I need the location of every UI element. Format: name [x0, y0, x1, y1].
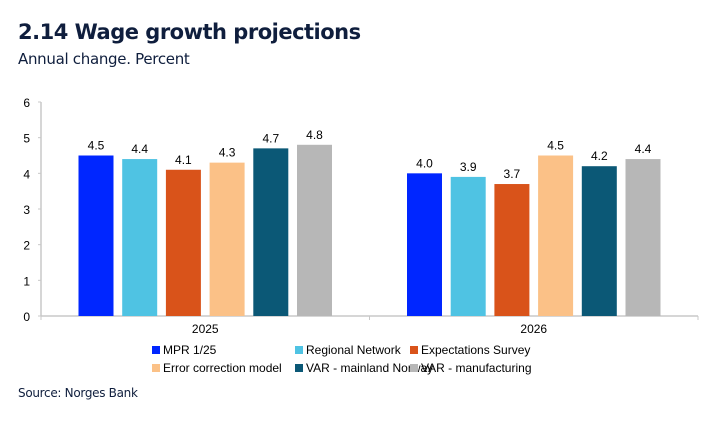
bar-var-mainland-norway-2025 [253, 148, 289, 316]
chart-subtitle: Annual change. Percent [18, 50, 190, 68]
data-label: 3.9 [460, 160, 477, 174]
y-tick-label: 2 [23, 239, 30, 253]
bar-mpr-1-25-2026 [407, 173, 442, 316]
bar-expectations-survey-2025 [165, 169, 201, 316]
data-label: 4.8 [306, 128, 323, 142]
bar-error-correction-model-2026 [538, 155, 574, 316]
data-label: 4.5 [88, 139, 105, 153]
legend-swatch [152, 364, 160, 372]
legend-label: Expectations Survey [421, 343, 531, 357]
bar-regional-network-2026 [450, 176, 486, 316]
bar-mpr-1-25-2025 [78, 155, 114, 316]
legend-item: VAR - mainland Norway [295, 361, 433, 375]
y-tick-label: 4 [23, 167, 30, 181]
y-tick-label: 3 [23, 203, 30, 217]
legend-label: Regional Network [306, 343, 401, 357]
legend-item: VAR - manufacturing [410, 361, 532, 375]
data-label: 4.1 [175, 153, 192, 167]
bar-var-mainland-norway-2026 [581, 166, 617, 316]
legend-item: Error correction model [152, 361, 282, 375]
y-tick-label: 0 [23, 310, 30, 324]
legend-item: Regional Network [295, 343, 401, 357]
data-label: 3.7 [504, 167, 521, 181]
x-tick-label: 2025 [192, 322, 219, 336]
legend-swatch [410, 364, 418, 372]
bar-var-manufacturing-2025 [297, 144, 332, 316]
data-label: 4.0 [416, 156, 433, 170]
legend-swatch [295, 364, 303, 372]
bar-expectations-survey-2026 [494, 184, 530, 316]
source-note: Source: Norges Bank [18, 386, 138, 400]
legend-swatch [410, 346, 418, 354]
bar-regional-network-2025 [122, 159, 158, 316]
data-label: 4.5 [547, 139, 564, 153]
legend-label: Error correction model [163, 361, 282, 375]
data-label: 4.2 [591, 149, 608, 163]
y-tick-label: 6 [23, 96, 30, 110]
legend-label: VAR - mainland Norway [306, 361, 434, 375]
data-label: 4.7 [262, 131, 279, 145]
data-label: 4.4 [635, 142, 652, 156]
y-tick-label: 1 [23, 274, 30, 288]
chart-title: 2.14 Wage growth projections [18, 20, 361, 44]
legend-label: VAR - manufacturing [421, 361, 532, 375]
bar-error-correction-model-2025 [209, 162, 245, 316]
bar-var-manufacturing-2026 [625, 159, 661, 316]
legend-item: MPR 1/25 [152, 343, 216, 357]
x-tick-label: 2026 [520, 322, 547, 336]
legend-swatch [295, 346, 303, 354]
legend-item: Expectations Survey [410, 343, 530, 357]
y-tick-label: 5 [23, 132, 30, 146]
data-label: 4.4 [131, 142, 148, 156]
data-label: 4.3 [219, 146, 236, 160]
legend-label: MPR 1/25 [163, 343, 217, 357]
legend-swatch [152, 346, 160, 354]
